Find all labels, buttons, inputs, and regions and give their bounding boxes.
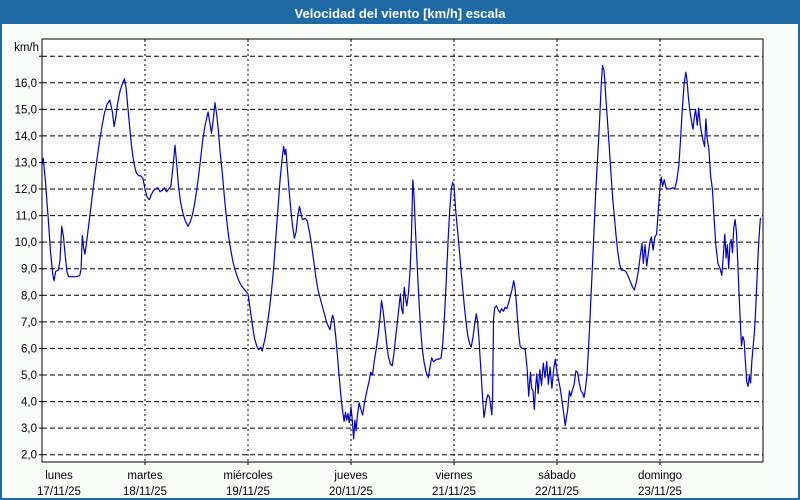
chart-title: Velocidad del viento [km/h] escala [294,5,506,21]
x-day-label: miércoles [223,470,272,482]
x-date-label: 21/11/25 [432,486,476,498]
y-tick-label: 9,0 [21,264,37,276]
y-tick-label: 11,0 [15,211,37,223]
x-day-label: domingo [638,470,682,482]
chart-titlebar: Velocidad del viento [km/h] escala [2,2,798,24]
y-tick-label: 10,0 [15,237,37,249]
x-date-label: 17/11/25 [37,486,81,498]
y-tick-label: 16,0 [15,78,37,90]
x-day-label: lunes [45,470,73,482]
y-tick-label: 2,0 [21,450,37,462]
y-tick-label: 8,0 [21,290,37,302]
y-tick-label: 14,0 [15,131,37,143]
y-tick-label: 7,0 [21,317,37,329]
wind-speed-series-line [41,64,762,440]
y-tick-label: 6,0 [21,343,37,355]
y-tick-label: 3,0 [21,423,37,435]
y-tick-label: 12,0 [15,184,37,196]
plot-background [42,39,763,462]
x-date-label: 20/11/25 [329,486,373,498]
y-axis-unit-label: km/h [14,42,39,54]
x-date-label: 23/11/25 [638,486,682,498]
x-day-label: sábado [538,470,576,482]
x-date-label: 22/11/25 [535,486,579,498]
y-tick-label: 13,0 [15,157,37,169]
chart-canvas: 2,0 3,0 4,0 5,0 6,0 7,0 8,0 9,0 10,0 11,0 12,0 13,0… [14,38,764,498]
x-day-label: martes [127,470,162,482]
plot-frame [41,38,764,463]
x-day-label: jueves [333,470,367,482]
x-date-label: 19/11/25 [226,486,270,498]
y-tick-label: 5,0 [21,370,37,382]
wind-speed-line-chart: 2,0 3,0 4,0 5,0 6,0 7,0 8,0 9,0 10,0 11,0 12,0 13,0… [2,24,798,498]
y-tick-label: 4,0 [21,397,37,409]
y-tick-label: 15,0 [15,104,37,116]
x-date-label: 18/11/25 [123,486,167,498]
x-day-label: viernes [435,470,472,482]
